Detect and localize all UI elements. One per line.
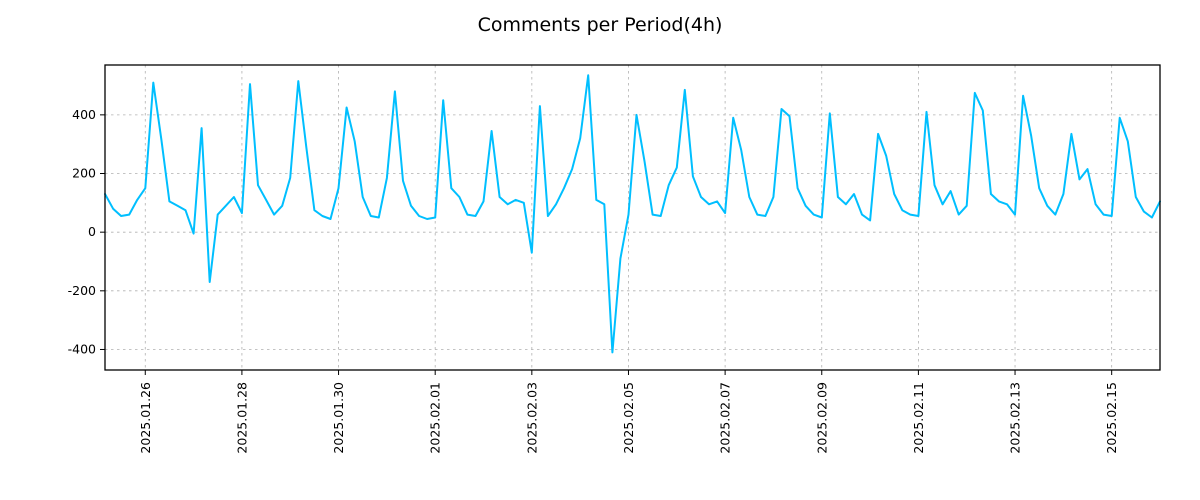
chart-title: Comments per Period(4h) <box>477 14 723 36</box>
y-tick-label: -200 <box>68 283 96 298</box>
y-tick-label: 0 <box>88 224 96 239</box>
x-tick-label: 2025.02.03 <box>524 382 539 454</box>
x-tick-label: 2025.01.28 <box>234 382 249 454</box>
series-line <box>104 74 1161 354</box>
x-tick-label: 2025.02.15 <box>1104 382 1119 454</box>
x-tick-label: 2025.02.05 <box>621 382 636 454</box>
y-tick-label: -400 <box>68 341 96 356</box>
x-tick-label: 2025.01.26 <box>138 382 153 454</box>
x-tick-label: 2025.02.11 <box>911 382 926 454</box>
x-tick-label: 2025.01.30 <box>331 382 346 454</box>
x-tick-label: 2025.02.09 <box>814 382 829 454</box>
y-tick-label: 200 <box>72 166 96 181</box>
y-tick-label: 400 <box>72 107 96 122</box>
x-tick-label: 2025.02.01 <box>428 382 443 454</box>
x-tick-label: 2025.02.13 <box>1008 382 1023 454</box>
plot-border <box>104 64 1161 371</box>
x-tick-label: 2025.02.07 <box>718 382 733 454</box>
